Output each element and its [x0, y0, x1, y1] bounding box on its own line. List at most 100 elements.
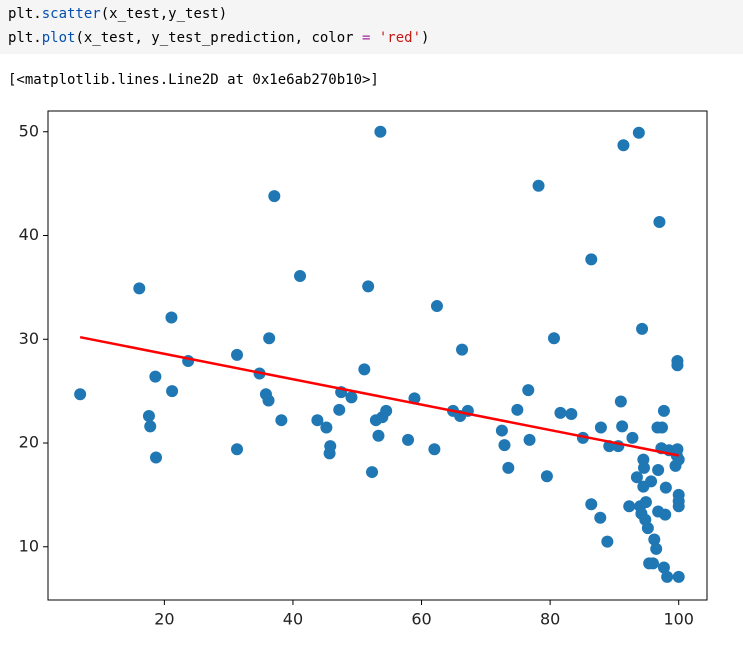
- y-tick-label: 20: [19, 433, 39, 452]
- scatter-point: [672, 495, 685, 508]
- scatter-point: [402, 433, 415, 446]
- scatter-point: [554, 406, 567, 419]
- scatter-point: [646, 557, 659, 570]
- code-token: plt.: [8, 6, 42, 22]
- scatter-point: [594, 511, 607, 524]
- x-tick-label: 100: [663, 610, 694, 629]
- scatter-point: [650, 542, 663, 555]
- code-token: ): [421, 30, 429, 46]
- scatter-point: [311, 414, 324, 427]
- code-line: plt.plot(x_test, y_test_prediction, colo…: [8, 30, 429, 46]
- code-token: plot: [42, 30, 76, 46]
- regression-line: [79, 335, 679, 457]
- scatter-point: [372, 429, 385, 442]
- scatter-point: [601, 535, 614, 548]
- scatter-point: [231, 348, 244, 361]
- scatter-point: [659, 481, 672, 494]
- scatter-point: [522, 384, 535, 397]
- code-token: plt.: [8, 30, 42, 46]
- scatter-point: [671, 443, 684, 456]
- scatter-point: [623, 500, 636, 513]
- scatter-point: [655, 421, 668, 434]
- scatter-point: [565, 407, 578, 420]
- scatter-point: [144, 420, 157, 433]
- scatter-point: [626, 431, 639, 444]
- scatter-point: [366, 466, 379, 479]
- scatter-point: [374, 125, 387, 138]
- scatter-point: [661, 570, 674, 583]
- code-cell: [0, 0, 743, 54]
- scatter-point: [671, 359, 684, 372]
- code-token: scatter: [42, 6, 101, 22]
- scatter-point: [657, 561, 670, 574]
- scatter-point: [672, 570, 685, 583]
- x-tick-label: 20: [154, 610, 174, 629]
- scatter-point: [362, 280, 375, 293]
- scatter-point: [149, 370, 162, 383]
- scatter-point: [672, 453, 685, 466]
- scatter-point: [617, 139, 630, 152]
- scatter-point: [294, 269, 307, 282]
- scatter-point: [268, 190, 281, 203]
- scatter-point: [345, 391, 358, 404]
- output-text: [<matplotlib.lines.Line2D at 0x1e6ab270b…: [8, 72, 379, 88]
- code-token: (x_test,y_test): [101, 6, 227, 22]
- code-token: (x_test, y_test_prediction, color: [75, 30, 362, 46]
- scatter-point: [428, 443, 441, 456]
- scatter-point: [165, 311, 178, 324]
- code-token: =: [362, 30, 370, 46]
- scatter-point: [547, 332, 560, 345]
- scatter-point: [585, 253, 598, 266]
- x-tick-label: 40: [283, 610, 303, 629]
- scatter-point: [540, 470, 553, 483]
- scatter-point: [380, 404, 393, 417]
- scatter-point: [495, 424, 508, 437]
- scatter-point: [275, 414, 288, 427]
- scatter-point: [262, 394, 275, 407]
- axes-frame: [47, 110, 708, 601]
- scatter-point: [74, 388, 87, 401]
- scatter-point: [632, 126, 645, 139]
- y-tick-label: 10: [19, 536, 39, 555]
- scatter-point: [630, 471, 643, 484]
- code-token: 'red': [370, 30, 421, 46]
- x-tick-label: 60: [411, 610, 431, 629]
- scatter-point: [641, 522, 654, 535]
- scatter-point: [133, 282, 146, 295]
- y-tick-label: 30: [19, 329, 39, 348]
- scatter-point: [659, 508, 672, 521]
- scatter-point: [263, 332, 276, 345]
- scatter-point: [231, 443, 244, 456]
- scatter-point: [333, 403, 346, 416]
- y-tick-label: 40: [19, 225, 39, 244]
- scatter-point: [648, 533, 661, 546]
- scatter-point: [645, 475, 658, 488]
- scatter-point: [614, 395, 627, 408]
- scatter-point: [511, 403, 524, 416]
- y-tick-label: 50: [19, 121, 39, 140]
- scatter-point: [637, 461, 650, 474]
- scatter-point: [323, 447, 336, 460]
- scatter-point: [639, 496, 652, 509]
- scatter-point: [142, 410, 155, 423]
- scatter-point: [653, 216, 666, 229]
- scatter-point: [430, 300, 443, 313]
- scatter-point: [150, 451, 163, 464]
- scatter-point: [532, 179, 545, 192]
- scatter-point: [657, 404, 670, 417]
- scatter-point: [585, 498, 598, 511]
- scatter-point: [456, 343, 469, 356]
- scatter-point: [498, 439, 511, 452]
- scatter-point: [166, 385, 179, 398]
- scatter-point: [652, 463, 665, 476]
- scatter-point: [358, 363, 371, 376]
- x-tick-label: 80: [540, 610, 560, 629]
- scatter-point: [523, 433, 536, 446]
- scatter-point: [320, 421, 333, 434]
- scatter-point: [502, 461, 515, 474]
- scatter-point: [636, 322, 649, 335]
- scatter-point: [594, 421, 607, 434]
- scatter-point: [616, 420, 629, 433]
